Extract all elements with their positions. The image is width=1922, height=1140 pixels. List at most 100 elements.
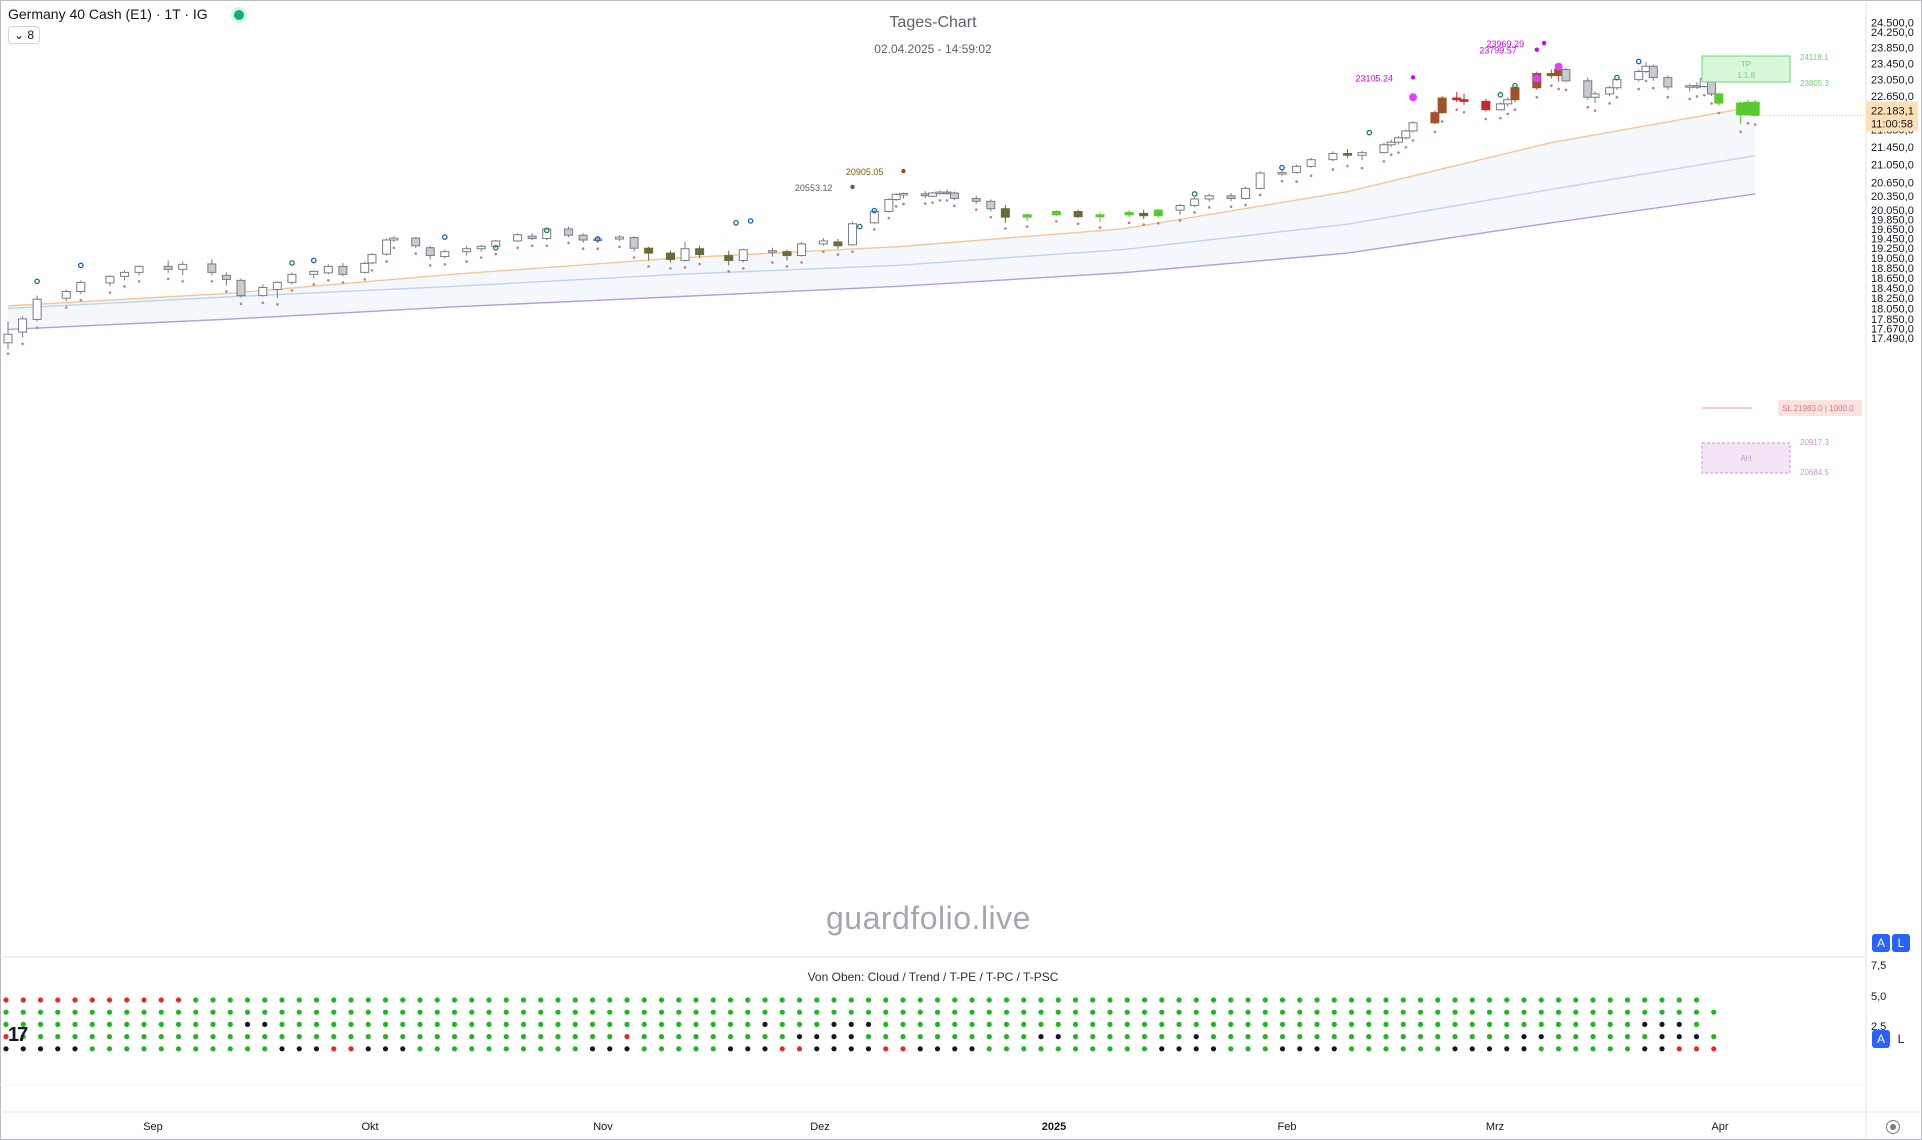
indicator-dot (20, 1046, 26, 1052)
indicator-dot (1176, 1046, 1182, 1052)
indicator-dot (1245, 1021, 1251, 1027)
indicator-dot (624, 1046, 630, 1052)
indicator-dot (1504, 997, 1510, 1003)
indicator-dot (917, 997, 923, 1003)
indicator-dot (1400, 1021, 1406, 1027)
candle-body (593, 238, 603, 242)
psar-dot (1389, 153, 1393, 157)
price-annotation-marker (1534, 47, 1540, 52)
indicator-dot (1090, 1046, 1096, 1052)
indicator-dot (279, 1034, 285, 1040)
indicator-dot (762, 1021, 768, 1027)
indicator-dot (1245, 1009, 1251, 1015)
indicator-dot (589, 1009, 596, 1015)
candle-body (1714, 93, 1724, 104)
indicator-auto-scale-button[interactable]: A (1872, 1030, 1890, 1048)
signal-marker (1635, 58, 1642, 65)
indicator-dot (589, 1046, 596, 1052)
indicator-dot (693, 1009, 699, 1015)
indicator-dot (1538, 1046, 1544, 1052)
indicator-dot (1642, 1021, 1648, 1027)
psar-dot (1462, 110, 1466, 114)
indicator-dot (1193, 1046, 1199, 1052)
indicator-dot (124, 1009, 130, 1015)
indicator-dot (1469, 1034, 1475, 1040)
indicator-dot (900, 1034, 906, 1040)
psar-dot (1666, 95, 1670, 99)
signal-marker-magenta (1554, 62, 1563, 71)
indicator-dot (417, 1046, 423, 1052)
indicator-dot (934, 1021, 941, 1027)
psar-dot (953, 204, 956, 208)
indicator-dot (124, 1021, 130, 1027)
candle-body (287, 273, 297, 283)
indicator-dot (1400, 1009, 1406, 1015)
indicator-dot (1038, 1034, 1044, 1040)
psar-dot (1586, 105, 1590, 109)
indicator-dot (624, 997, 630, 1003)
indicator-dot (469, 1021, 475, 1027)
y-tick-label: 18.250,0 (1871, 293, 1914, 305)
indicator-dot (555, 997, 561, 1003)
psar-dot (851, 250, 854, 253)
indicator-dot (400, 997, 406, 1003)
indicator-dot (158, 1021, 164, 1027)
indicator-dot (1590, 1046, 1596, 1052)
indicator-dot (486, 1034, 492, 1040)
y-tick-label: 20.650,0 (1871, 178, 1914, 190)
psar-dot (1280, 179, 1284, 183)
price-annotation-label: 23969.29 (1487, 39, 1525, 49)
collapse-indicators-button[interactable]: ⌄ 8 (8, 26, 41, 44)
settings-icon[interactable] (1886, 1120, 1900, 1134)
indicator-dot (348, 997, 354, 1003)
indicator-dot (520, 1034, 527, 1040)
candle-body (928, 192, 938, 197)
indicator-dot (1469, 997, 1475, 1003)
indicator-dot (1366, 1034, 1372, 1040)
indicator-dot (193, 997, 199, 1003)
indicator-dot (710, 1046, 716, 1052)
indicator-dot (1417, 1021, 1424, 1027)
psar-dot (225, 290, 228, 293)
indicator-dot (986, 997, 992, 1003)
indicator-dot (262, 1021, 268, 1027)
indicator-dot (72, 1046, 78, 1052)
psar-dot (1753, 123, 1757, 126)
indicator-dot (210, 1009, 216, 1015)
indicator-dot (900, 997, 906, 1003)
indicator-dot (1072, 1046, 1079, 1052)
psar-dot (261, 301, 265, 305)
psar-dot (443, 263, 447, 266)
signal-marker (856, 223, 863, 230)
psar-dot (785, 265, 789, 268)
candle-body (1226, 195, 1236, 200)
candle-body (18, 318, 28, 333)
indicator-dot (1711, 1034, 1717, 1040)
indicator-dot (141, 997, 147, 1003)
log-scale-button[interactable]: L (1892, 934, 1910, 952)
symbol-header[interactable]: Germany 40 Cash (E1) · 1T · IG (8, 6, 244, 22)
indicator-dot (1504, 1021, 1510, 1027)
candle-body (367, 254, 377, 264)
indicator-dot (227, 997, 233, 1003)
indicator-log-scale-button[interactable]: L (1892, 1030, 1910, 1048)
candle-body (1292, 165, 1302, 174)
indicator-dot (710, 1021, 716, 1027)
indicator-dot (727, 1034, 734, 1040)
tp-box (1701, 55, 1791, 83)
indicator-dot (89, 1046, 95, 1052)
indicator-dot (1573, 1009, 1579, 1015)
indicator-dot (762, 1046, 768, 1052)
indicator-dot (1003, 1034, 1010, 1040)
y-tick-label: 18.450,0 (1871, 283, 1914, 295)
auto-scale-button[interactable]: A (1872, 934, 1890, 952)
indicator-dot (503, 1046, 509, 1052)
tp-price-low: 23805.3 (1800, 79, 1829, 88)
indicator-dot (1383, 1009, 1389, 1015)
indicator-dot (745, 1034, 751, 1040)
indicator-dot (1279, 1034, 1286, 1040)
indicator-dot (624, 1034, 630, 1040)
indicator-dot (848, 997, 854, 1003)
indicator-dot (1228, 1021, 1234, 1027)
